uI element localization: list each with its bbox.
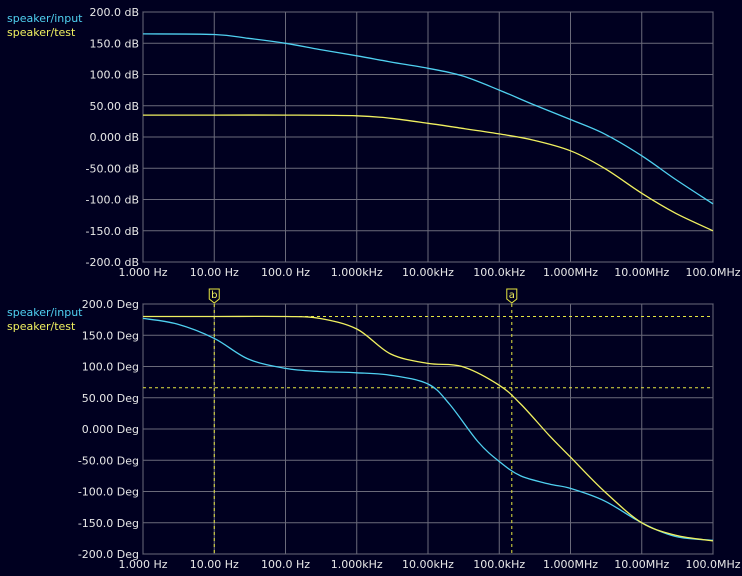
phase-grid [142, 303, 714, 555]
series-line-speaker-test [143, 315, 714, 542]
magnitude-legend[interactable]: speaker/input speaker/test [7, 12, 83, 39]
y-tick-label: -100.0 Deg [78, 486, 139, 499]
x-tick-label: 10.00kHz [402, 266, 454, 279]
magnitude-series [142, 33, 714, 232]
cursor-b-flag[interactable] [208, 288, 220, 304]
x-tick-label: 100.0MHz [685, 266, 740, 279]
x-tick-label: 10.00 Hz [190, 266, 239, 279]
cursor-a-flag[interactable] [506, 288, 518, 304]
phase-y-tick-labels: 200.0 Deg 150.0 Deg 100.0 Deg 50.00 Deg 0.00… [78, 298, 139, 561]
x-tick-label: 1.000MHz [543, 558, 598, 571]
series-line-speaker-test [143, 114, 714, 232]
y-tick-label: -150.0 Deg [78, 517, 139, 530]
x-tick-label: 1.000 Hz [118, 558, 167, 571]
x-tick-label: 10.00kHz [402, 558, 454, 571]
magnitude-y-tick-labels: 200.0 dB 150.0 dB 100.0 dB 50.00 dB 0.000 dB… [86, 6, 140, 269]
y-tick-label: -200.0 dB [86, 256, 140, 269]
y-tick-label: 0.000 dB [89, 131, 139, 144]
x-tick-label: 1.000kHz [331, 558, 383, 571]
y-tick-label: -50.00 Deg [78, 454, 139, 467]
y-tick-label: -150.0 dB [86, 225, 140, 238]
phase-legend[interactable]: speaker/input speaker/test [7, 306, 83, 333]
y-tick-label: -50.00 dB [86, 162, 140, 175]
y-tick-label: 150.0 Deg [82, 329, 139, 342]
y-tick-label: 50.00 Deg [82, 392, 139, 405]
magnitude-x-tick-labels: 1.000 Hz 10.00 Hz 100.0 Hz 1.000kHz 10.00kHz… [118, 266, 740, 279]
series-line-speaker-input [142, 33, 714, 205]
x-tick-label: 10.00MHz [614, 558, 669, 571]
y-tick-label: 200.0 Deg [82, 298, 139, 311]
legend-entry-speaker-test[interactable]: speaker/test [7, 320, 76, 333]
x-tick-label: 100.0MHz [685, 558, 740, 571]
x-tick-label: 100.0kHz [473, 558, 525, 571]
x-tick-label: 10.00MHz [614, 266, 669, 279]
magnitude-grid [142, 11, 714, 263]
y-tick-label: 200.0 dB [89, 6, 139, 19]
cursor-b-label[interactable]: b [211, 290, 217, 301]
magnitude-plot: 200.0 dB 150.0 dB 100.0 dB 50.00 dB 0.000 dB… [7, 6, 741, 279]
series-line-speaker-input [142, 317, 714, 541]
x-tick-label: 100.0kHz [473, 266, 525, 279]
legend-entry-speaker-input[interactable]: speaker/input [7, 12, 83, 25]
legend-entry-speaker-input[interactable]: speaker/input [7, 306, 83, 319]
cursor-a-label[interactable]: a [509, 290, 515, 301]
y-tick-label: 100.0 Deg [82, 361, 139, 374]
legend-entry-speaker-test[interactable]: speaker/test [7, 26, 76, 39]
phase-series [142, 315, 714, 542]
y-tick-label: -100.0 dB [86, 194, 140, 207]
y-tick-label: -200.0 Deg [78, 548, 139, 561]
x-tick-label: 10.00 Hz [190, 558, 239, 571]
y-tick-label: 150.0 dB [89, 37, 139, 50]
phase-x-tick-labels: 1.000 Hz 10.00 Hz 100.0 Hz 1.000kHz 10.00kHz… [118, 558, 740, 571]
x-tick-label: 100.0 Hz [261, 266, 310, 279]
y-tick-label: 50.00 dB [89, 100, 139, 113]
x-tick-label: 100.0 Hz [261, 558, 310, 571]
y-tick-label: 100.0 dB [89, 69, 139, 82]
y-tick-label: 0.000 Deg [82, 423, 139, 436]
x-tick-label: 1.000 Hz [118, 266, 167, 279]
x-tick-label: 1.000kHz [331, 266, 383, 279]
x-tick-label: 1.000MHz [543, 266, 598, 279]
